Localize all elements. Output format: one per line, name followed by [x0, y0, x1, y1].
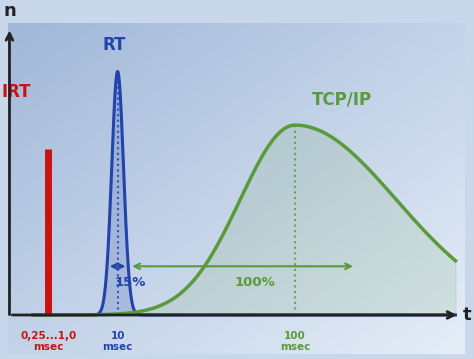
Text: 10
msec: 10 msec: [102, 331, 133, 353]
Text: IRT: IRT: [2, 83, 31, 101]
Text: 0,25...1,0
msec: 0,25...1,0 msec: [20, 331, 76, 353]
Text: n: n: [3, 3, 16, 20]
Text: 100
msec: 100 msec: [280, 331, 310, 353]
Text: t: t: [462, 306, 471, 324]
Text: TCP/IP: TCP/IP: [312, 90, 372, 108]
Text: 100%: 100%: [234, 276, 275, 289]
Text: RT: RT: [102, 37, 126, 55]
Text: 15%: 15%: [115, 276, 146, 289]
